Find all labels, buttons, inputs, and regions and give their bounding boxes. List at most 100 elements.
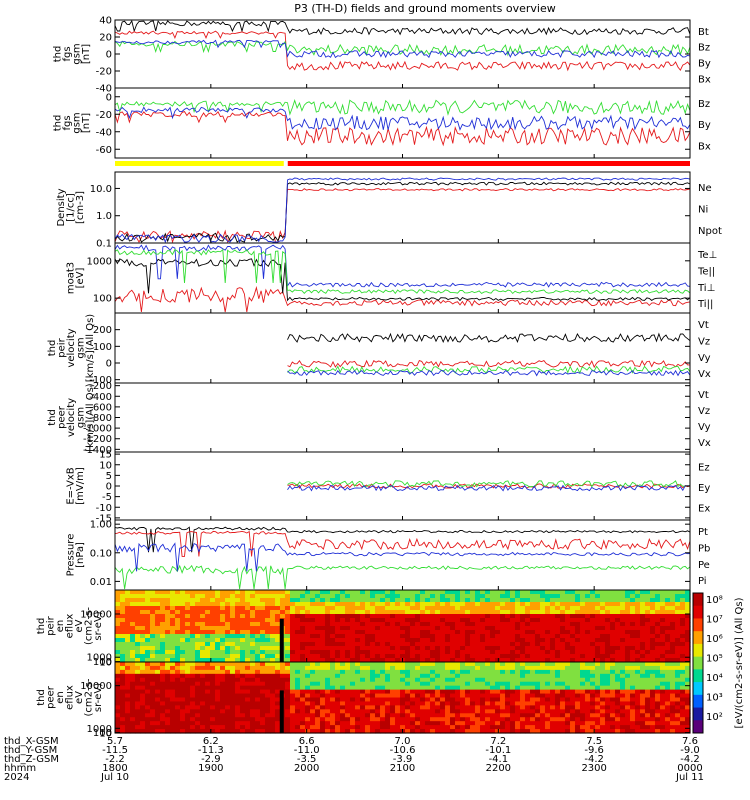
spectrogram-cell xyxy=(130,630,136,635)
spectrogram-cell xyxy=(590,685,596,691)
spectrogram-cell xyxy=(200,634,206,639)
spectrogram-cell xyxy=(260,634,266,639)
spectrogram-cell xyxy=(135,646,141,651)
spectrogram-cell xyxy=(225,725,231,730)
spectrogram-cell xyxy=(295,642,301,647)
spectrogram-cell xyxy=(520,709,526,714)
spectrogram-cell xyxy=(405,614,411,619)
spectrogram-cell xyxy=(120,634,126,639)
spectrogram-cell xyxy=(220,658,226,663)
spectrogram-cell xyxy=(610,729,616,734)
spectrogram-cell xyxy=(160,638,166,643)
spectrogram-cell xyxy=(165,665,171,671)
spectrogram-cell xyxy=(540,685,546,691)
x-tick-thd-z: -4.2 xyxy=(584,754,604,765)
spectrogram-cell xyxy=(255,618,261,623)
spectrogram-cell xyxy=(210,622,216,627)
spectrogram-cell xyxy=(345,725,351,730)
spectrogram-cell xyxy=(435,642,441,647)
spectrogram-cell xyxy=(365,642,371,647)
spectrogram-cell xyxy=(265,642,271,647)
spectrogram-cell xyxy=(595,594,601,599)
spectrogram-cell xyxy=(660,598,666,603)
spectrogram-cell xyxy=(555,681,561,687)
spectrogram-cell xyxy=(475,725,481,730)
spectrogram-cell xyxy=(575,677,581,683)
spectrogram-cell xyxy=(430,693,436,699)
spectrogram-cell xyxy=(620,729,626,734)
spectrogram-cell xyxy=(665,598,671,603)
spectrogram-cell xyxy=(125,713,131,718)
spectrogram-cell xyxy=(300,634,306,639)
spectrogram-cell xyxy=(225,709,231,714)
spectrogram-cell xyxy=(340,642,346,647)
spectrogram-cell xyxy=(210,626,216,631)
spectrogram-cell xyxy=(195,642,201,647)
spectrogram-cell xyxy=(200,721,206,726)
spectrogram-cell xyxy=(660,721,666,726)
spectrogram-cell xyxy=(385,622,391,627)
spectrogram-cell xyxy=(175,705,181,710)
spectrogram-cell xyxy=(545,650,551,655)
spectrogram-cell xyxy=(210,689,216,695)
spectrogram-cell xyxy=(125,630,131,635)
spectrogram-cell xyxy=(235,602,241,607)
spectrogram-cell xyxy=(535,701,541,706)
spectrogram-cell xyxy=(365,705,371,710)
spectrogram-cell xyxy=(450,677,456,683)
spectrogram-cell xyxy=(600,614,606,619)
spectrogram-cell xyxy=(455,729,461,734)
spectrogram-cell xyxy=(135,662,141,667)
spectrogram-cell xyxy=(620,630,626,635)
spectrogram-cell xyxy=(605,701,611,706)
spectrogram-cell xyxy=(555,685,561,691)
spectrogram-cell xyxy=(180,642,186,647)
spectrogram-cell xyxy=(125,618,131,623)
spectrogram-cell xyxy=(300,614,306,619)
spectrogram-cell xyxy=(340,709,346,714)
spectrogram-cell xyxy=(525,681,531,687)
spectrogram-cell xyxy=(575,697,581,703)
spectrogram-cell xyxy=(520,681,526,687)
spectrogram-cell xyxy=(510,610,516,615)
spectrogram-cell xyxy=(475,594,481,599)
spectrogram-cell xyxy=(445,594,451,599)
spectrogram-cell xyxy=(415,614,421,619)
spectrogram-cell xyxy=(510,709,516,714)
spectrogram-cell xyxy=(295,713,301,718)
spectrogram-cell xyxy=(615,697,621,703)
spectrogram-cell xyxy=(490,614,496,619)
spectrogram-cell xyxy=(615,669,621,675)
spectrogram-cell xyxy=(510,697,516,703)
spectrogram-cell xyxy=(405,713,411,718)
spectrogram-cell xyxy=(180,677,186,683)
spectrogram-cell xyxy=(590,693,596,699)
spectrogram-cell xyxy=(205,697,211,703)
spectrogram-cell xyxy=(230,697,236,703)
spectrogram-cell xyxy=(635,689,641,695)
spectrogram-cell xyxy=(400,606,406,611)
spectrogram-cell xyxy=(220,725,226,730)
spectrogram-cell xyxy=(345,598,351,603)
spectrogram-cell xyxy=(625,717,631,722)
spectrogram-cell xyxy=(685,689,691,695)
spectrogram-cell xyxy=(540,630,546,635)
spectrogram-cell xyxy=(210,669,216,675)
spectrogram-cell xyxy=(300,697,306,703)
y-axis-label-line: peer xyxy=(46,685,57,709)
spectrogram-cell xyxy=(415,646,421,651)
spectrogram-cell xyxy=(195,614,201,619)
spectrogram-cell xyxy=(260,729,266,734)
spectrogram-cell xyxy=(505,642,511,647)
spectrogram-cell xyxy=(545,701,551,706)
spectrogram-cell xyxy=(665,594,671,599)
spectrogram-cell xyxy=(455,622,461,627)
spectrogram-cell xyxy=(460,626,466,631)
spectrogram-cell xyxy=(570,614,576,619)
spectrogram-cell xyxy=(190,705,196,710)
spectrogram-cell xyxy=(635,673,641,679)
spectrogram-cell xyxy=(510,646,516,651)
spectrogram-cell xyxy=(630,594,636,599)
spectrogram-cell xyxy=(115,665,121,671)
spectrogram-cell xyxy=(580,638,586,643)
